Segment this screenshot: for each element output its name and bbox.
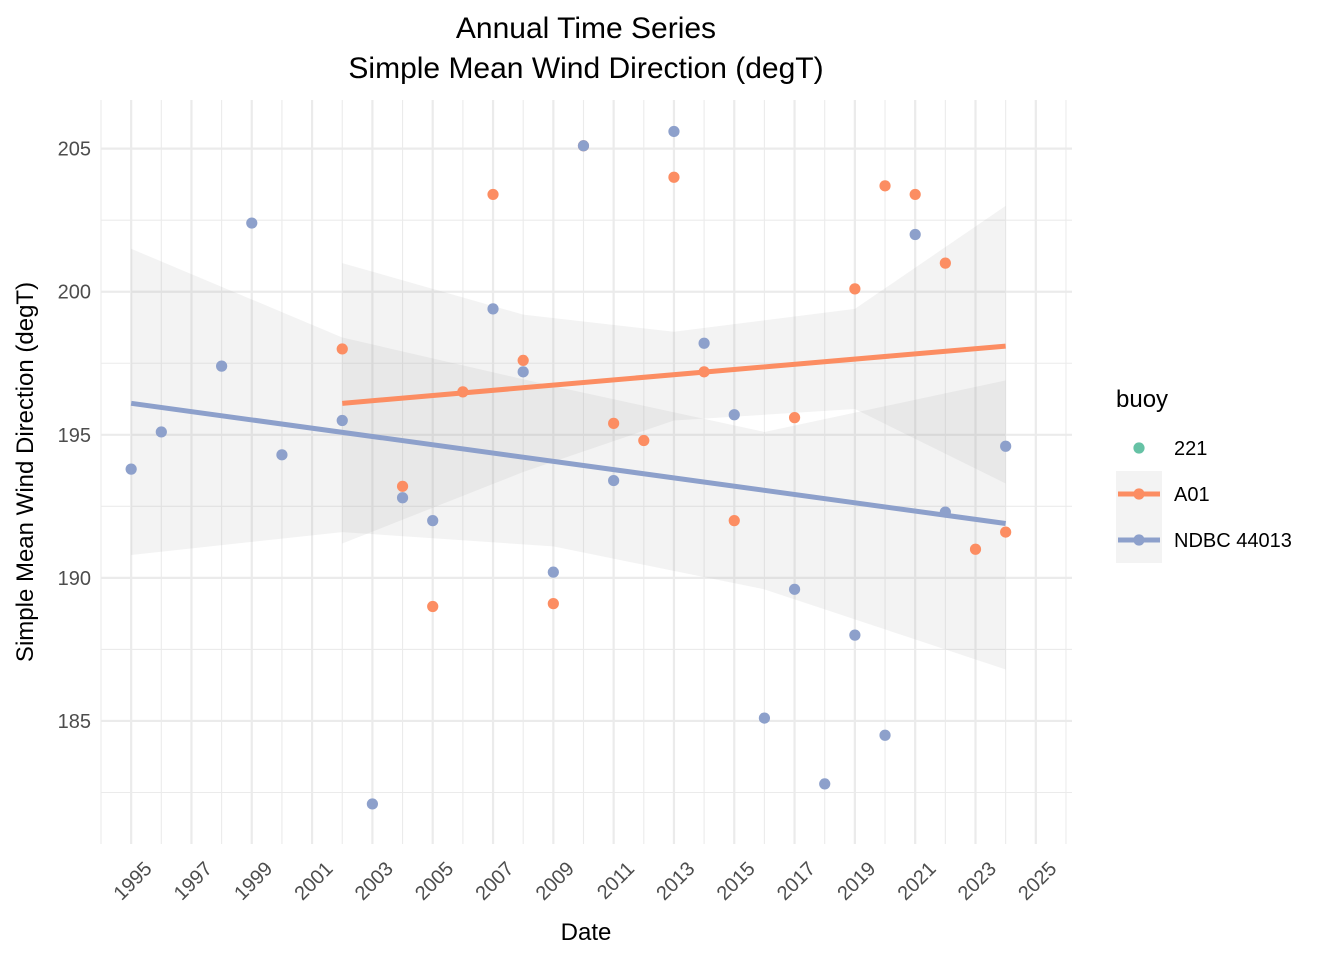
legend-item-a01: A01 <box>1116 471 1210 517</box>
data-point-ndbc-44013 <box>547 566 559 578</box>
chart-subtitle: Simple Mean Wind Direction (degT) <box>348 52 823 85</box>
y-axis-ticks: 185 190 195 200 205 <box>58 139 91 733</box>
y-tick-label: 200 <box>58 282 91 304</box>
x-axis-ticks: 1995 1997 1999 2001 2003 2005 2007 2009 2011 2013… <box>110 858 1062 905</box>
y-tick-label: 190 <box>58 568 91 590</box>
legend-key-point <box>1133 488 1145 500</box>
data-point-a01 <box>638 434 650 447</box>
data-point-ndbc-44013 <box>909 228 921 241</box>
x-tick-label: 2013 <box>652 858 699 905</box>
legend-item-label: A01 <box>1174 484 1210 506</box>
x-tick-label: 2015 <box>713 858 760 905</box>
data-point-ndbc-44013 <box>939 506 951 518</box>
y-tick-label: 205 <box>58 139 91 161</box>
data-point-a01 <box>728 515 740 527</box>
data-point-a01 <box>668 171 680 183</box>
data-point-ndbc-44013 <box>728 409 740 421</box>
data-point-a01 <box>788 412 801 424</box>
data-point-ndbc-44013 <box>396 492 409 504</box>
data-point-a01 <box>487 188 499 201</box>
data-point-a01 <box>879 180 891 192</box>
data-points <box>125 125 1012 810</box>
data-point-ndbc-44013 <box>608 474 620 487</box>
data-point-ndbc-44013 <box>879 729 891 741</box>
data-point-ndbc-44013 <box>155 426 167 438</box>
confidence-bands <box>131 205 1006 670</box>
confidence-band-ndbc-44013 <box>131 248 1006 670</box>
trend-line-a01 <box>342 343 1006 406</box>
data-point-a01 <box>608 417 620 429</box>
data-point-ndbc-44013 <box>427 515 439 527</box>
x-tick-label: 2007 <box>471 858 518 905</box>
x-tick-label: 1999 <box>230 858 277 905</box>
legend-item-label: 221 <box>1174 438 1207 460</box>
data-point-ndbc-44013 <box>668 125 680 138</box>
data-point-ndbc-44013 <box>336 414 348 427</box>
x-tick-label: 2023 <box>954 858 1001 905</box>
x-tick-label: 2025 <box>1014 858 1061 905</box>
data-point-a01 <box>427 600 439 613</box>
legend-title: buoy <box>1116 386 1168 413</box>
x-tick-label: 2019 <box>833 858 880 905</box>
data-point-ndbc-44013 <box>698 337 710 349</box>
trend-lines <box>130 343 1006 526</box>
data-point-a01 <box>457 386 469 398</box>
x-tick-label: 2005 <box>411 858 458 905</box>
data-point-ndbc-44013 <box>577 140 590 152</box>
data-point-a01 <box>849 283 861 295</box>
data-point-a01 <box>969 543 982 555</box>
data-point-ndbc-44013 <box>758 712 771 724</box>
data-point-ndbc-44013 <box>1000 440 1012 452</box>
data-point-ndbc-44013 <box>216 360 228 372</box>
data-point-ndbc-44013 <box>276 449 288 461</box>
x-tick-label: 2003 <box>351 858 398 905</box>
data-point-ndbc-44013 <box>788 583 801 595</box>
data-point-a01 <box>336 343 348 355</box>
data-point-ndbc-44013 <box>819 778 831 790</box>
data-point-a01 <box>909 188 921 201</box>
trend-line-ndbc-44013 <box>130 400 1006 526</box>
y-axis-label: Simple Mean Wind Direction (degT) <box>12 282 39 662</box>
legend-items: 221 A01 NDBC 44013 <box>1116 438 1292 563</box>
x-tick-label: 2017 <box>773 858 820 905</box>
legend-item-label: NDBC 44013 <box>1174 530 1292 552</box>
data-point-ndbc-44013 <box>125 463 137 475</box>
data-point-a01 <box>517 354 529 366</box>
legend-item-ndbc-44013: NDBC 44013 <box>1116 517 1292 563</box>
x-tick-label: 2021 <box>894 858 941 905</box>
data-point-a01 <box>1000 526 1012 538</box>
data-point-a01 <box>939 257 951 269</box>
data-point-ndbc-44013 <box>849 629 861 641</box>
x-tick-label: 1995 <box>110 858 157 905</box>
data-point-a01 <box>396 480 409 492</box>
y-tick-label: 195 <box>58 425 91 447</box>
chart-title: Annual Time Series <box>456 12 716 45</box>
x-tick-label: 1997 <box>170 858 217 905</box>
data-point-ndbc-44013 <box>487 303 499 315</box>
x-tick-label: 2009 <box>532 858 579 905</box>
legend-key-point <box>1133 442 1145 454</box>
x-tick-label: 2011 <box>593 858 639 904</box>
data-point-a01 <box>547 598 559 610</box>
data-point-a01 <box>698 366 710 378</box>
data-point-ndbc-44013 <box>246 217 258 229</box>
legend-item-221: 221 <box>1133 438 1207 460</box>
legend-key-point <box>1133 534 1145 546</box>
x-tick-label: 2001 <box>290 858 337 905</box>
x-axis-label: Date <box>561 919 612 946</box>
legend: buoy 221 A01 NDBC 44013 <box>1116 386 1292 563</box>
data-point-ndbc-44013 <box>517 366 529 378</box>
y-tick-label: 185 <box>58 711 91 733</box>
data-point-ndbc-44013 <box>366 798 378 810</box>
